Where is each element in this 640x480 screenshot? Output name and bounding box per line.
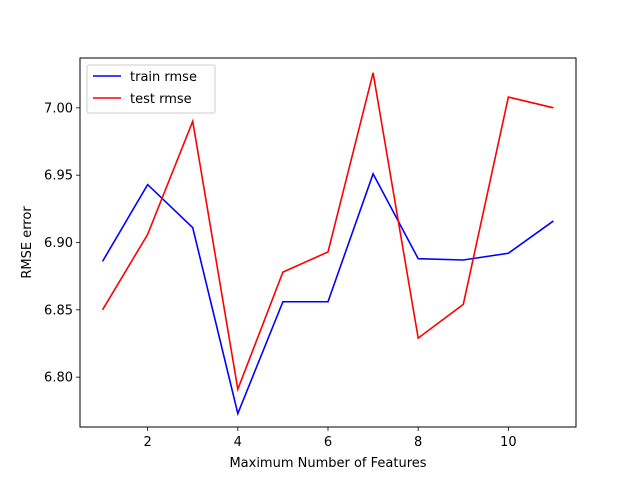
data-point-train-rmse-10 <box>508 252 510 254</box>
y-tick-label: 6.80 <box>44 371 73 386</box>
axes-frame <box>79 57 577 428</box>
data-point-test-rmse-8 <box>417 337 419 339</box>
x-axis-label: Maximum Number of Features <box>229 456 426 471</box>
x-tick-label: 10 <box>500 435 517 450</box>
x-tick-label: 6 <box>324 435 332 450</box>
data-point-train-rmse-3 <box>192 227 194 229</box>
data-point-test-rmse-9 <box>462 304 464 306</box>
x-tick-label: 4 <box>234 435 242 450</box>
data-point-train-rmse-1 <box>102 261 104 263</box>
y-tick-label: 6.95 <box>44 169 73 184</box>
data-point-train-rmse-2 <box>147 184 149 186</box>
data-point-test-rmse-3 <box>192 121 194 123</box>
data-point-test-rmse-6 <box>327 251 329 253</box>
data-point-train-rmse-7 <box>372 173 374 175</box>
series-line-test-rmse <box>101 72 554 393</box>
x-tick-label: 8 <box>414 435 422 450</box>
data-point-test-rmse-7 <box>372 72 374 74</box>
legend-box <box>86 64 216 114</box>
data-point-train-rmse-8 <box>417 258 419 260</box>
data-point-test-rmse-2 <box>147 234 149 236</box>
legend: train rmse test rmse <box>86 64 216 114</box>
data-point-train-rmse-11 <box>553 220 555 222</box>
data-point-train-rmse-4 <box>237 413 239 415</box>
y-axis-label: RMSE error <box>20 206 35 279</box>
y-tick-label: 6.90 <box>44 236 73 251</box>
legend-label-test-rmse: test rmse <box>130 92 192 107</box>
x-tick-label: 2 <box>143 435 151 450</box>
data-point-test-rmse-4 <box>237 388 239 390</box>
data-point-test-rmse-11 <box>553 107 555 109</box>
legend-label-train-rmse: train rmse <box>130 70 197 85</box>
y-tick-label: 7.00 <box>44 101 73 116</box>
data-point-train-rmse-9 <box>462 259 464 261</box>
data-point-test-rmse-10 <box>508 96 510 98</box>
data-point-test-rmse-5 <box>282 271 284 273</box>
data-point-test-rmse-1 <box>102 309 104 311</box>
data-point-train-rmse-5 <box>282 301 284 303</box>
axis-ticks: 2 4 6 8 10 6.80 6.85 6.90 6.95 7.00 <box>44 101 517 450</box>
plot-area <box>101 72 555 417</box>
series-line-train-rmse <box>101 171 554 417</box>
data-point-train-rmse-6 <box>327 301 329 303</box>
y-tick-label: 6.85 <box>44 303 73 318</box>
